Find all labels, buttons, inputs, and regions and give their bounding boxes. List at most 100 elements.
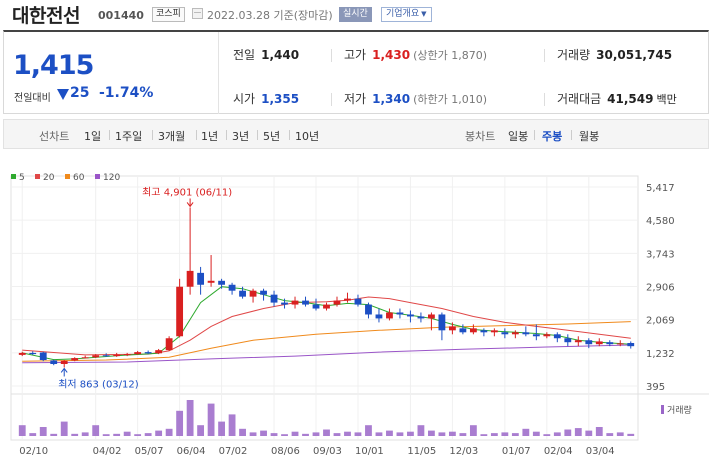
volume-bar — [522, 428, 530, 436]
chart-period-bar: 선차트 1일 1주일 3개월 1년 3년 5년 10년 봉차트 일봉 주봉 월봉 — [3, 119, 709, 149]
period-1y[interactable]: 1년 — [201, 130, 219, 143]
candle-body — [532, 334, 540, 337]
volume-bar — [291, 431, 299, 436]
ma120-line — [22, 344, 631, 364]
candle-daily[interactable]: 일봉 — [508, 130, 529, 143]
stock-chart[interactable]: 5,417 4,580 3,743 2,906 2,069 1,232 395 02/10 04… — [3, 160, 709, 465]
volume-bar — [511, 433, 519, 436]
period-1w[interactable]: 1주일 — [115, 130, 143, 143]
low-annotation: 최저 863 (03/12) — [58, 378, 139, 390]
period-1d[interactable]: 1일 — [84, 130, 102, 143]
open-price: 시가 1,355 — [233, 90, 299, 107]
current-price: 1,415 — [13, 50, 94, 81]
candle-weekly[interactable]: 주봉 — [542, 130, 563, 143]
candle-body — [60, 360, 68, 365]
candle-monthly[interactable]: 월봉 — [579, 130, 600, 143]
volume-bar — [50, 433, 58, 436]
candle-body — [333, 300, 341, 305]
volume-bar — [386, 430, 393, 436]
volume-bar — [459, 433, 467, 436]
volume-bar — [186, 400, 194, 436]
x-tick-label: 08/06 — [271, 446, 300, 457]
candle-body — [29, 352, 37, 355]
volume-bar — [176, 410, 184, 436]
candle-chart-label: 봉차트 — [465, 130, 496, 143]
period-5y[interactable]: 5년 — [263, 130, 281, 143]
volume-bar — [71, 433, 79, 436]
candle-body — [511, 332, 519, 335]
trading-amount: 거래대금 41,549 백만 — [557, 90, 677, 107]
volume-bar — [595, 427, 603, 436]
volume-bar — [375, 432, 383, 436]
divider — [331, 49, 332, 62]
x-tick-label: 05/07 — [135, 446, 164, 457]
candle-body — [81, 357, 89, 359]
candle-body — [606, 342, 614, 345]
candle-body — [344, 298, 351, 301]
ma5-line — [22, 286, 631, 361]
divider — [289, 130, 290, 140]
volume-legend-swatch — [661, 405, 664, 414]
legend-swatch — [11, 174, 16, 179]
legend-label: 60 — [73, 173, 85, 183]
legend-swatch — [35, 174, 40, 179]
volume-bar — [29, 433, 37, 436]
candle-body — [176, 286, 184, 337]
company-overview-dropdown[interactable]: 기업개요 ▼ — [381, 7, 432, 22]
legend-label: 5 — [19, 173, 25, 183]
divider — [331, 93, 332, 106]
stock-name: 대한전선 — [12, 5, 80, 27]
volume: 거래량 30,051,745 — [557, 46, 672, 63]
candle-body — [323, 304, 330, 309]
stock-code: 001440 — [98, 9, 144, 22]
realtime-button[interactable]: 실시간 — [339, 7, 372, 22]
volume-bar — [270, 433, 278, 436]
candle-body — [365, 304, 372, 315]
divider — [196, 130, 197, 140]
volume-bar — [344, 431, 351, 436]
high-annotation-arrowhead — [186, 202, 194, 208]
volume-bar — [574, 428, 582, 436]
volume-bar — [302, 433, 309, 436]
open-value: 1,355 — [261, 92, 300, 106]
volume-bar — [616, 432, 624, 436]
divider — [571, 130, 572, 140]
candle-body — [574, 340, 582, 343]
candle-body — [291, 300, 299, 305]
y-tick-label: 3,743 — [646, 249, 675, 260]
candle-body — [113, 354, 121, 357]
y-tick-label: 4,580 — [646, 216, 675, 227]
divider — [544, 49, 545, 62]
candle-body — [197, 272, 205, 285]
volume-bar — [144, 433, 152, 436]
period-3m[interactable]: 3개월 — [158, 130, 186, 143]
candle-body — [448, 326, 456, 331]
high-annotation: 최고 4,901 (06/11) — [142, 186, 232, 198]
low-label: 저가 — [344, 92, 367, 106]
x-tick-label: 02/10 — [19, 446, 48, 457]
volume-bar — [18, 425, 26, 436]
period-10y[interactable]: 10년 — [295, 130, 320, 143]
legend-label: 120 — [103, 173, 120, 183]
candle-body — [469, 328, 477, 333]
candle-body — [438, 314, 446, 331]
x-tick-label: 10/01 — [355, 446, 384, 457]
candle-body — [354, 298, 362, 305]
prev-close: 전일 1,440 — [233, 46, 299, 63]
volume-bar — [249, 432, 257, 436]
period-3y[interactable]: 3년 — [232, 130, 250, 143]
divider — [152, 130, 153, 140]
low-annotation-arrowhead — [60, 367, 68, 373]
x-tick-label: 11/05 — [407, 446, 436, 457]
x-tick-label: 03/04 — [586, 446, 615, 457]
volume-bar — [448, 431, 456, 436]
volume-bar — [354, 432, 362, 436]
high-label: 고가 — [344, 48, 367, 62]
divider — [226, 130, 227, 140]
volume-bar — [134, 434, 142, 436]
candle-body — [564, 338, 572, 343]
change-value: 25 — [70, 85, 90, 101]
divider — [534, 130, 535, 140]
volume-bar — [417, 425, 425, 436]
volume-bar — [113, 433, 121, 436]
